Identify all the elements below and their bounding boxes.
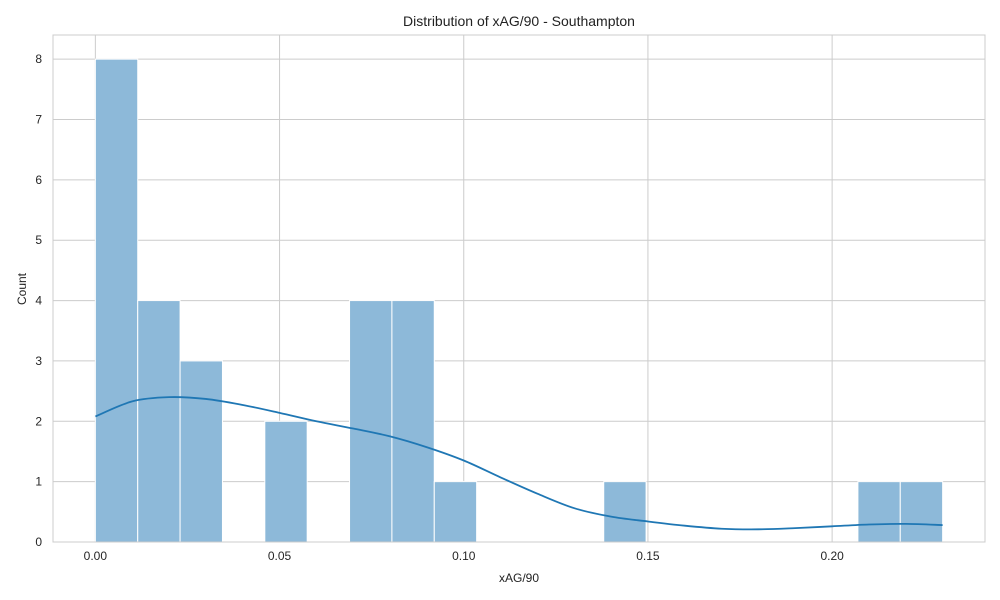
x-tick-label: 0.00 — [84, 549, 108, 563]
y-tick-label: 0 — [35, 535, 42, 549]
x-tick-label: 0.10 — [452, 549, 476, 563]
histogram-bar — [94, 58, 139, 543]
histogram-bar — [349, 300, 393, 543]
x-tick-label: 0.15 — [636, 549, 660, 563]
y-tick-labels: 0 1 2 3 4 5 6 7 8 — [35, 52, 42, 549]
histogram-bar — [137, 300, 181, 543]
plot-frame — [52, 34, 986, 543]
histogram-bars — [94, 58, 944, 543]
histogram-bar — [899, 481, 944, 543]
y-axis-label: Count — [15, 272, 29, 305]
kde-curve — [95, 396, 943, 531]
y-tick-label: 7 — [35, 113, 42, 127]
x-axis-label: xAG/90 — [499, 571, 539, 585]
y-tick-label: 2 — [35, 414, 42, 428]
histogram-bar — [857, 481, 901, 543]
y-tick-label: 5 — [35, 233, 42, 247]
x-tick-label: 0.05 — [268, 549, 292, 563]
y-tick-label: 8 — [35, 52, 42, 66]
y-tick-label: 6 — [35, 173, 42, 187]
x-tick-labels: 0.00 0.05 0.10 0.15 0.20 — [84, 549, 844, 563]
y-tick-label: 1 — [35, 475, 42, 489]
chart-title: Distribution of xAG/90 - Southampton — [403, 13, 635, 29]
y-tick-label: 3 — [35, 354, 42, 368]
histogram-bar — [179, 360, 223, 543]
histogram-bar — [264, 420, 308, 543]
y-tick-label: 4 — [35, 294, 42, 308]
histogram-bar — [603, 481, 647, 543]
histogram-bar — [391, 300, 435, 543]
x-tick-label: 0.20 — [820, 549, 844, 563]
histogram-bar — [433, 481, 478, 543]
